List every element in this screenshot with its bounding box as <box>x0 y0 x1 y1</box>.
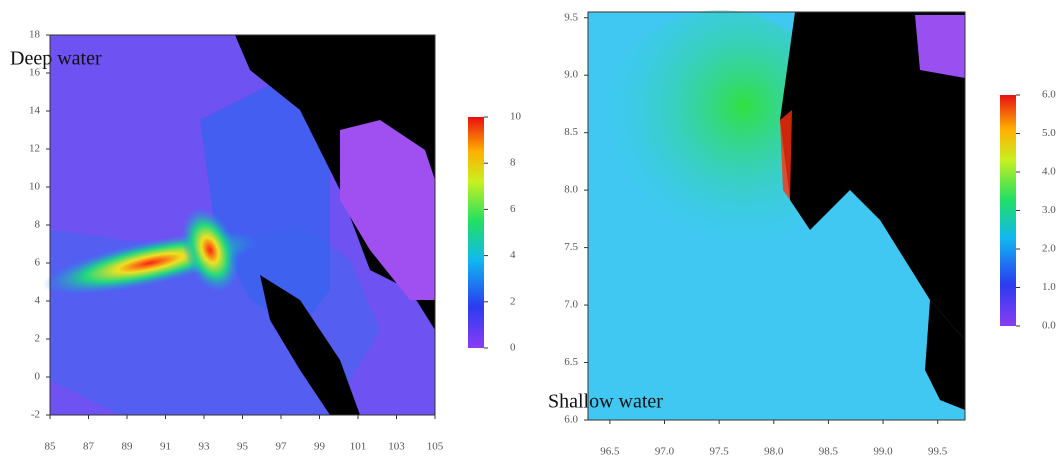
map-right <box>588 10 965 420</box>
colorbar-label: 6.0 <box>1042 89 1056 101</box>
annotation: Deep water <box>10 48 102 70</box>
colorbar-label: 2.0 <box>1042 243 1056 255</box>
x-tick-label: 101 <box>350 441 367 453</box>
colorbar <box>468 117 484 348</box>
map-left <box>42 35 435 415</box>
colorbar-label: 2 <box>510 295 516 307</box>
y-tick-label: -2 <box>31 409 40 421</box>
y-tick-label: 16 <box>29 67 41 79</box>
y-tick-label: 0 <box>35 371 41 383</box>
y-tick-label: 8.0 <box>564 184 578 196</box>
x-tick-label: 105 <box>427 441 444 453</box>
colorbar-label: 3.0 <box>1042 204 1056 216</box>
x-tick-label: 87 <box>83 441 95 453</box>
y-tick-label: 14 <box>29 105 41 117</box>
x-tick-label: 97 <box>276 441 288 453</box>
y-tick-label: 6.0 <box>564 414 578 426</box>
x-tick-label: 93 <box>199 441 211 453</box>
colorbar-label: 0 <box>510 342 516 354</box>
x-tick-label: 89 <box>122 441 134 453</box>
y-tick-label: 4 <box>35 295 41 307</box>
colorbar-label: 1.0 <box>1042 281 1056 293</box>
annotation: Shallow water <box>548 391 663 413</box>
x-tick-label: 98.5 <box>819 446 839 458</box>
colorbar-label: 6 <box>510 203 516 215</box>
x-tick-label: 97.5 <box>710 446 730 458</box>
y-tick-label: 6.5 <box>564 356 578 368</box>
y-tick-label: 6 <box>35 257 41 269</box>
x-tick-label: 97.0 <box>655 446 675 458</box>
y-tick-label: 9.5 <box>564 11 578 23</box>
colorbar <box>1000 95 1016 326</box>
y-tick-label: 8 <box>35 219 41 231</box>
y-tick-label: 8.5 <box>564 126 578 138</box>
colorbar-label: 8 <box>510 157 516 169</box>
x-tick-label: 91 <box>160 441 171 453</box>
y-tick-label: 7.5 <box>564 241 578 253</box>
colorbar-label: 0.0 <box>1042 320 1056 332</box>
y-tick-label: 9.0 <box>564 69 578 81</box>
plot-frame <box>587 11 966 421</box>
y-tick-label: 12 <box>29 143 40 155</box>
colorbar-label: 4.0 <box>1042 166 1056 178</box>
y-tick-label: 18 <box>29 29 41 41</box>
x-tick-label: 95 <box>237 441 249 453</box>
x-tick-label: 103 <box>388 441 405 453</box>
colorbar-label: 4 <box>510 249 516 261</box>
x-tick-label: 98.0 <box>764 446 784 458</box>
x-tick-label: 96.5 <box>600 446 620 458</box>
x-tick-label: 99 <box>314 441 326 453</box>
x-tick-label: 99.5 <box>928 446 948 458</box>
y-tick-label: 2 <box>35 333 41 345</box>
x-tick-label: 99.0 <box>873 446 893 458</box>
x-tick-label: 85 <box>45 441 57 453</box>
colorbar-label: 10 <box>510 111 522 123</box>
y-tick-label: 7.0 <box>564 299 578 311</box>
colorbar-label: 5.0 <box>1042 127 1056 139</box>
y-tick-label: 10 <box>29 181 41 193</box>
